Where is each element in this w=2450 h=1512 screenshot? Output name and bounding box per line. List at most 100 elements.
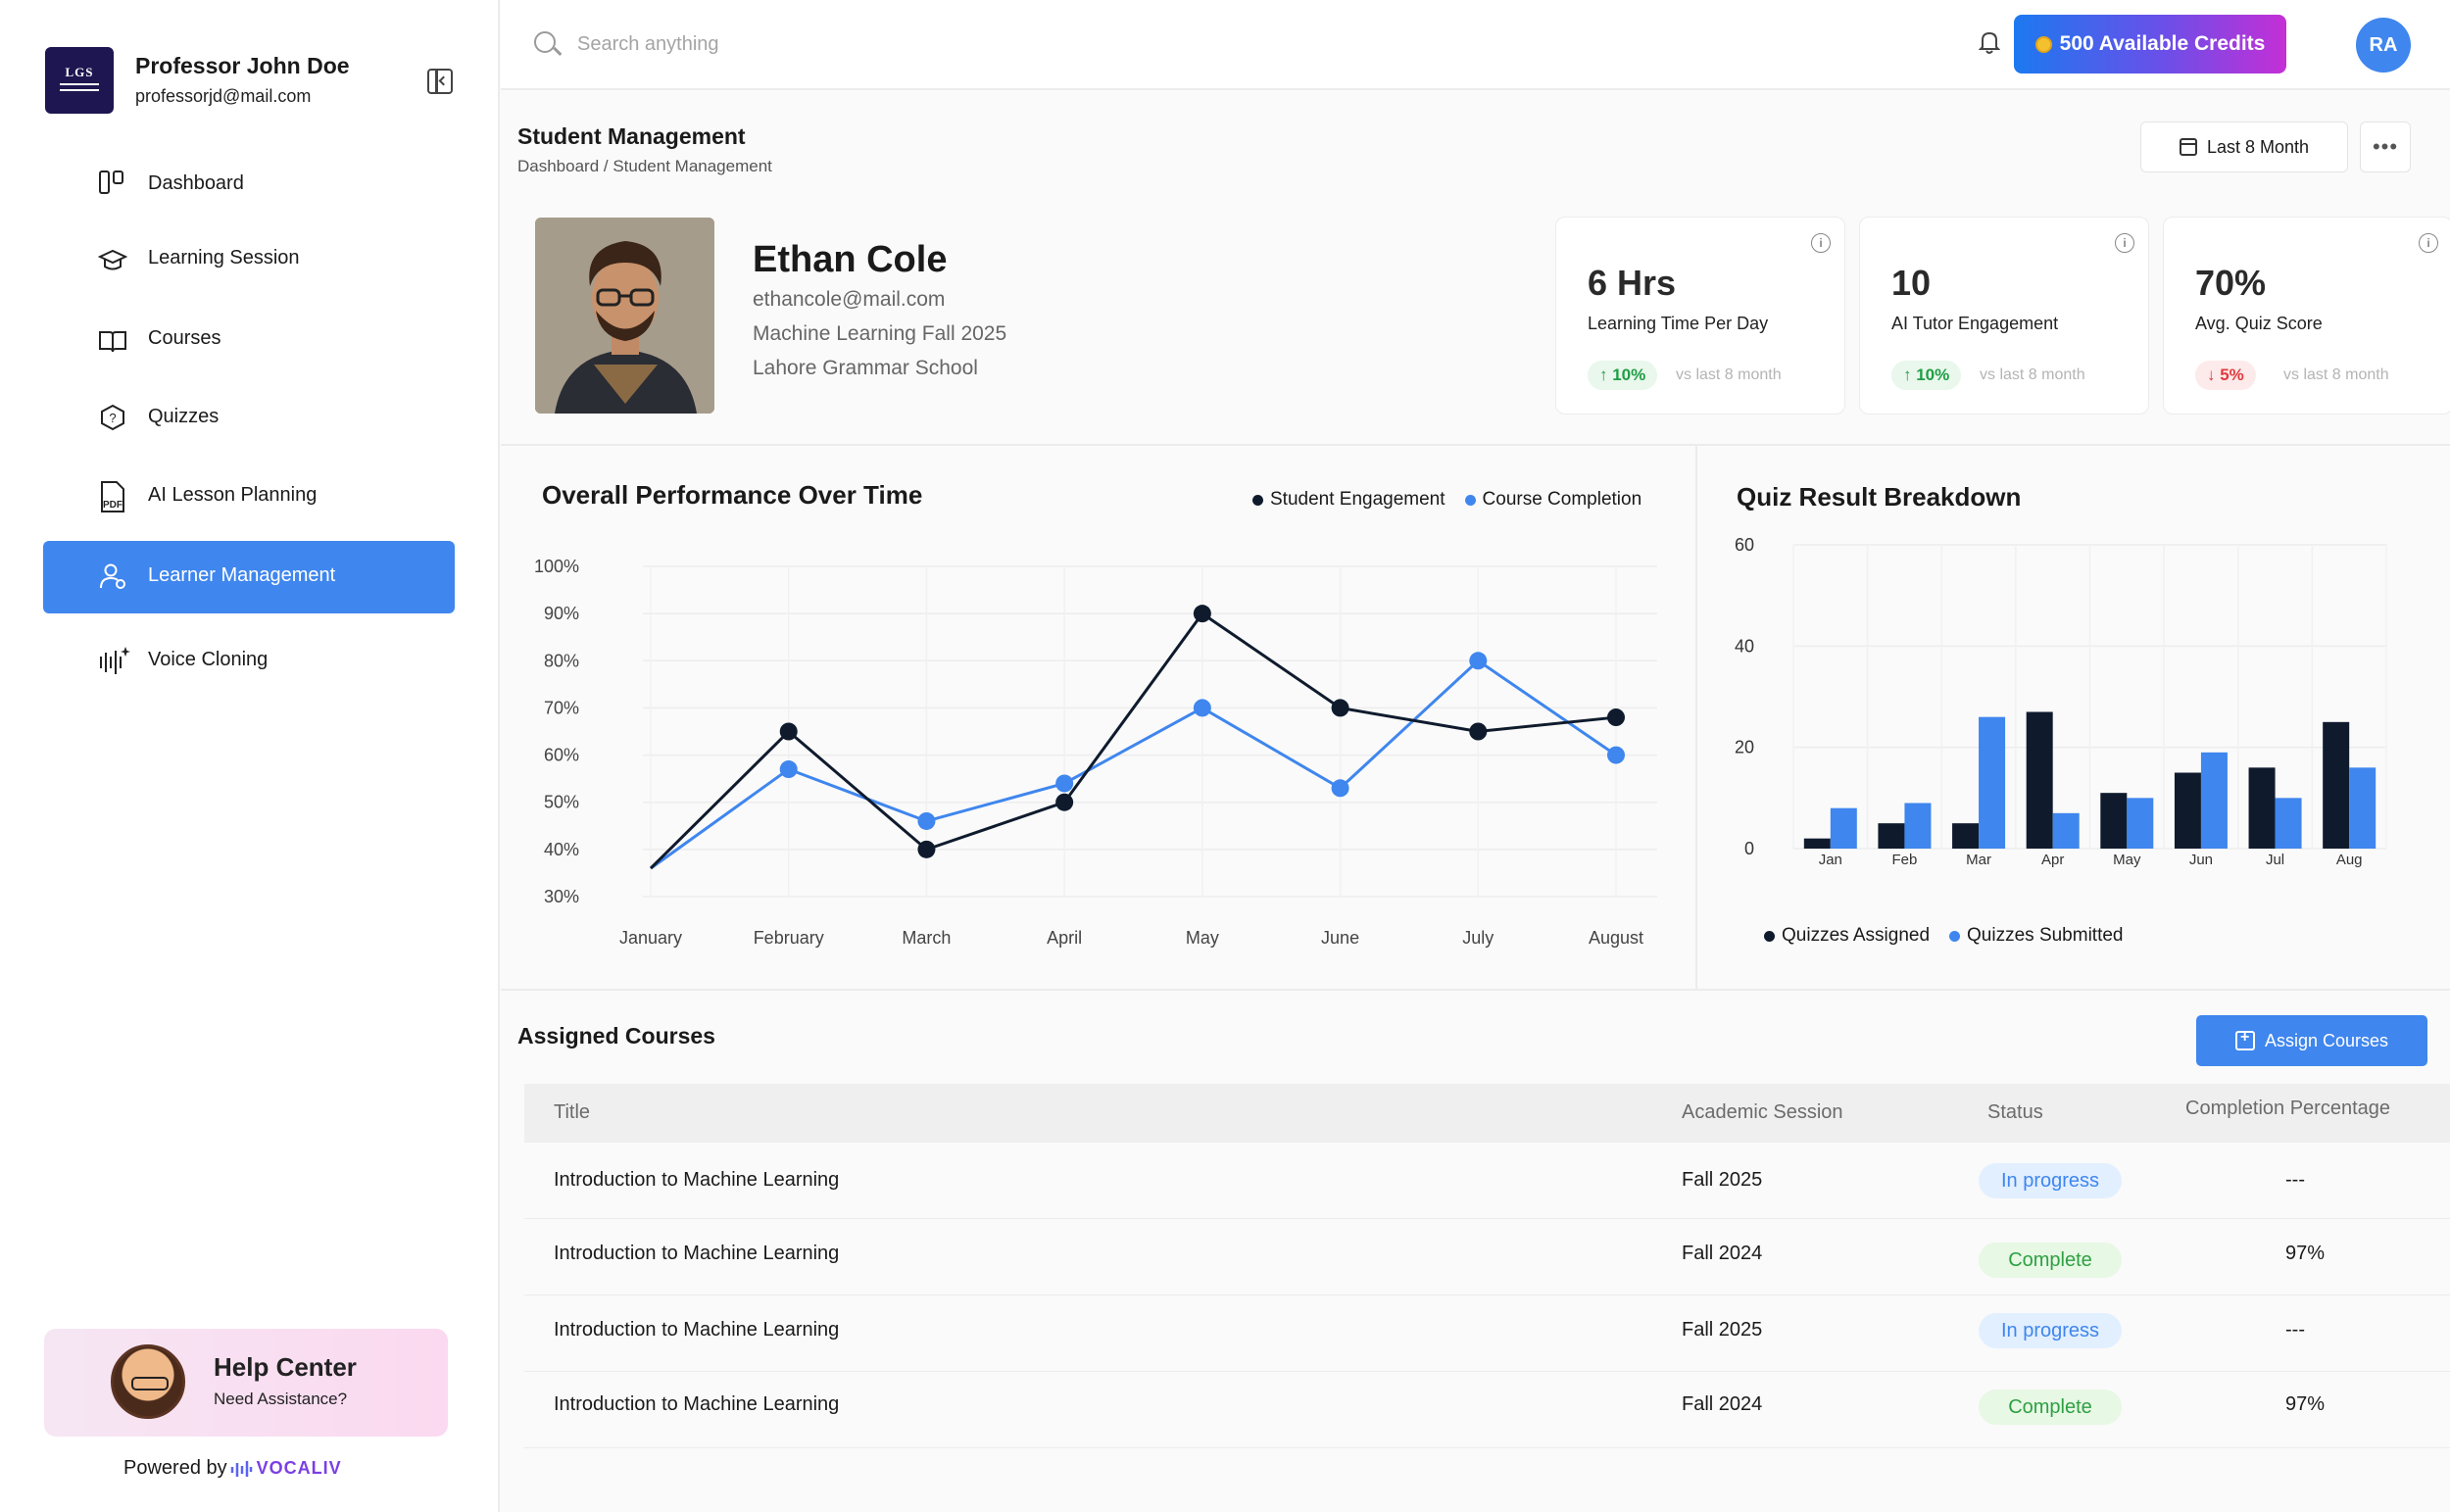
column-header-title[interactable]: Title <box>554 1101 591 1123</box>
credits-button[interactable]: 500 Available Credits <box>2014 15 2286 73</box>
course-title: Introduction to Machine Learning <box>554 1169 840 1191</box>
date-filter-button[interactable]: Last 8 Month <box>2140 122 2348 172</box>
course-session: Fall 2024 <box>1682 1393 1763 1415</box>
data-point <box>1469 722 1488 741</box>
bar-quizzes-assigned <box>2100 793 2128 849</box>
legend-label: Student Engagement <box>1270 489 1446 510</box>
y-tick-label: 40% <box>544 840 579 859</box>
sidebar-item-quizzes[interactable]: ? Quizzes <box>43 380 455 455</box>
user-profile[interactable]: LGS Professor John Doe professorjd@mail.… <box>45 47 457 116</box>
sidebar-item-voice-cloning[interactable]: Voice Cloning <box>43 619 455 707</box>
sidebar-nav: Dashboard Learning Session Courses ? Qui… <box>43 147 455 711</box>
bar-quizzes-assigned <box>2323 721 2350 849</box>
course-title: Introduction to Machine Learning <box>554 1243 840 1264</box>
sidebar-collapse-icon[interactable] <box>427 69 453 94</box>
divider <box>501 989 2450 991</box>
more-options-button[interactable]: ••• <box>2360 122 2411 172</box>
help-center-card[interactable]: Help Center Need Assistance? <box>44 1329 448 1437</box>
course-completion: 97% <box>2285 1243 2326 1264</box>
stat-card-quiz-score: i 70% Avg. Quiz Score ↓ 5% vs last 8 mon… <box>2163 217 2450 415</box>
bar-quizzes-submitted <box>2052 812 2080 849</box>
student-portrait-image <box>535 218 714 414</box>
x-tick-label: Jul <box>2266 852 2284 868</box>
table-row[interactable]: Introduction to Machine Learning Fall 20… <box>524 1295 2450 1372</box>
status-badge: Complete <box>1979 1243 2122 1278</box>
x-tick-label: May <box>2113 852 2141 868</box>
search-icon <box>534 31 556 53</box>
x-tick-label: March <box>902 928 951 948</box>
column-header-session[interactable]: Academic Session <box>1682 1101 1843 1123</box>
breadcrumb[interactable]: Dashboard / Student Management <box>517 157 772 175</box>
divider <box>1695 446 1697 989</box>
bar-quizzes-submitted <box>2127 798 2154 849</box>
table-row[interactable]: Introduction to Machine Learning Fall 20… <box>524 1372 2450 1448</box>
bar-chart: 60 40 20 0 Jan Feb Mar Apr May Jun Jul Aug <box>1735 537 2387 868</box>
user-name: Professor John Doe <box>135 53 350 78</box>
stat-value: 10 <box>1891 263 1932 303</box>
bar-quizzes-submitted <box>2275 798 2302 849</box>
sidebar-item-label: Courses <box>148 327 221 349</box>
data-point <box>779 722 798 741</box>
voice-wave-icon <box>100 647 130 674</box>
x-tick-label: June <box>1321 928 1359 948</box>
sidebar-item-learning-session[interactable]: Learning Session <box>43 223 455 296</box>
sidebar-item-learner-management[interactable]: Learner Management <box>43 541 455 613</box>
data-point <box>1193 699 1211 717</box>
bell-icon[interactable] <box>1979 29 2000 55</box>
info-icon[interactable]: i <box>2115 233 2134 253</box>
assign-courses-label: Assign Courses <box>2264 1030 2389 1050</box>
assign-courses-button[interactable]: Assign Courses <box>2196 1015 2427 1066</box>
stat-value: 70% <box>2195 263 2267 303</box>
logo-text: LGS <box>65 64 94 79</box>
calendar-icon <box>2179 138 2197 156</box>
data-point <box>779 760 798 779</box>
x-tick-label: April <box>1047 928 1082 948</box>
sidebar-item-courses[interactable]: Courses <box>43 300 455 376</box>
table-row[interactable]: Introduction to Machine Learning Fall 20… <box>524 1143 2450 1219</box>
user-avatar[interactable]: RA <box>2356 18 2411 73</box>
y-tick-label: 90% <box>544 604 579 623</box>
y-tick-label: 70% <box>544 698 579 717</box>
user-email: professorjd@mail.com <box>135 86 312 106</box>
bar-quizzes-assigned <box>2026 711 2053 849</box>
page-title: Student Management <box>517 123 746 149</box>
bar-quizzes-submitted <box>1979 716 2006 849</box>
data-point <box>1193 605 1211 623</box>
powered-by: Powered by VOCALIV <box>123 1457 342 1480</box>
powered-brand: VOCALIV <box>256 1458 342 1478</box>
search-input[interactable] <box>577 27 1067 61</box>
bar-quizzes-assigned <box>2174 772 2201 849</box>
credits-label: 500 Available Credits <box>2059 32 2266 55</box>
sidebar-item-label: Quizzes <box>148 406 220 427</box>
course-completion: --- <box>2285 1169 2305 1191</box>
line-chart-legend: Student Engagement Course Completion <box>1252 489 1642 511</box>
x-tick-label: Aug <box>2336 852 2363 868</box>
course-title: Introduction to Machine Learning <box>554 1393 840 1415</box>
course-completion: 97% <box>2285 1393 2326 1415</box>
sidebar-item-label: Learning Session <box>148 247 300 268</box>
powered-prefix: Powered by <box>123 1457 227 1479</box>
legend-label: Quizzes Submitted <box>1967 925 2124 946</box>
info-icon[interactable]: i <box>2419 233 2438 253</box>
status-badge: In progress <box>1979 1163 2122 1198</box>
sidebar-item-label: Dashboard <box>148 172 244 194</box>
y-tick-label: 50% <box>544 793 579 812</box>
graduation-cap-icon <box>98 249 127 270</box>
school-logo: LGS <box>45 47 114 114</box>
column-header-completion[interactable]: Completion Percentage <box>2185 1097 2391 1119</box>
y-tick-label: 80% <box>544 651 579 670</box>
data-point <box>917 811 936 830</box>
table-row[interactable]: Introduction to Machine Learning Fall 20… <box>524 1219 2450 1295</box>
column-header-status[interactable]: Status <box>1987 1101 2043 1123</box>
svg-text:?: ? <box>109 411 116 425</box>
info-icon[interactable]: i <box>1811 233 1831 253</box>
legend-dot <box>1252 494 1263 506</box>
stat-label: Learning Time Per Day <box>1588 314 1769 333</box>
bar-quizzes-assigned <box>1878 823 1905 849</box>
sidebar: LGS Professor John Doe professorjd@mail.… <box>0 0 500 1512</box>
sidebar-item-label: Learner Management <box>148 564 336 586</box>
stat-label: AI Tutor Engagement <box>1891 314 2059 333</box>
sidebar-item-dashboard[interactable]: Dashboard <box>43 147 455 219</box>
student-email: ethancole@mail.com <box>753 288 946 311</box>
sidebar-item-ai-lesson-planning[interactable]: PDF AI Lesson Planning <box>43 459 455 537</box>
